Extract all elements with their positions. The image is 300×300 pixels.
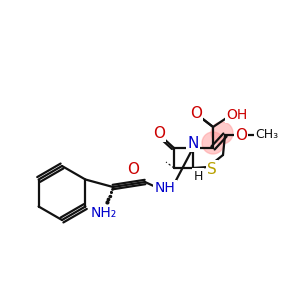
Circle shape	[211, 122, 233, 144]
Text: O: O	[190, 106, 202, 122]
Text: CH₃: CH₃	[255, 128, 279, 142]
Text: O: O	[127, 161, 139, 176]
Text: H: H	[193, 169, 203, 182]
Text: NH₂: NH₂	[91, 206, 117, 220]
Text: O: O	[235, 128, 247, 142]
Text: N: N	[187, 136, 199, 151]
Circle shape	[202, 132, 224, 154]
Text: O: O	[153, 125, 165, 140]
Text: OH: OH	[226, 108, 248, 122]
Text: S: S	[207, 161, 217, 176]
Text: NH: NH	[154, 181, 176, 195]
